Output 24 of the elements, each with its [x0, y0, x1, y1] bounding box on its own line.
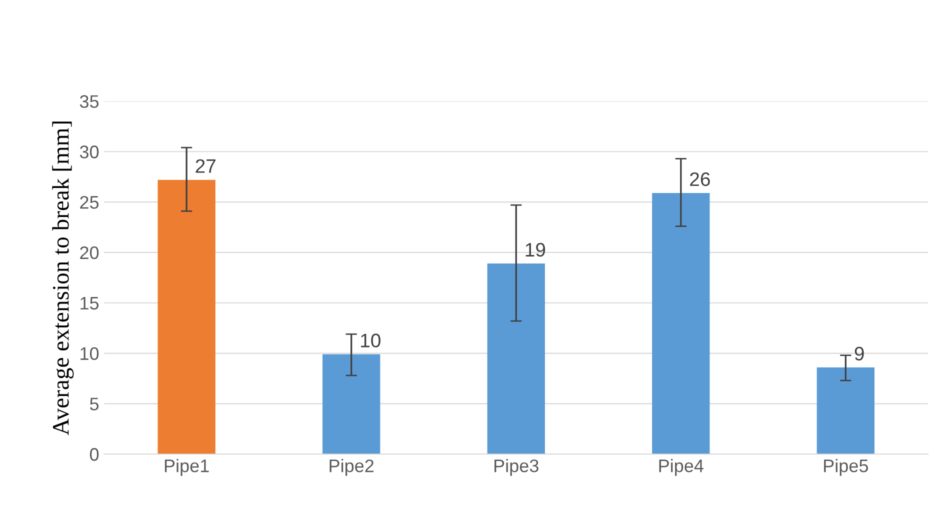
- bar: [322, 354, 380, 454]
- x-tick-label: Pipe5: [824, 458, 868, 476]
- y-tick-label: 20: [80, 246, 99, 260]
- y-tick-label: 25: [80, 196, 99, 209]
- x-tick-label: Pipe4: [659, 458, 704, 476]
- y-tick-label: 15: [80, 296, 99, 310]
- data-label: 19: [526, 242, 546, 257]
- data-label: 27: [196, 159, 216, 173]
- bar: [158, 180, 216, 454]
- y-tick-label: 35: [80, 95, 99, 108]
- bar: [652, 192, 710, 454]
- bar: [816, 367, 875, 454]
- x-tick-label: Pipe1: [164, 458, 209, 476]
- bar: [487, 264, 545, 454]
- data-label: 10: [361, 334, 380, 348]
- y-tick-label: 30: [80, 146, 99, 158]
- data-label: 9: [854, 346, 864, 361]
- y-tick-label: 5: [90, 398, 99, 410]
- y-axis-title: Average extension to break [mm]: [52, 122, 74, 436]
- x-tick-label: Pipe3: [494, 458, 538, 476]
- y-tick-label: 0: [90, 448, 99, 461]
- x-tick-label: Pipe2: [330, 458, 374, 476]
- y-tick-label: 10: [80, 347, 99, 360]
- data-label: 26: [690, 172, 710, 186]
